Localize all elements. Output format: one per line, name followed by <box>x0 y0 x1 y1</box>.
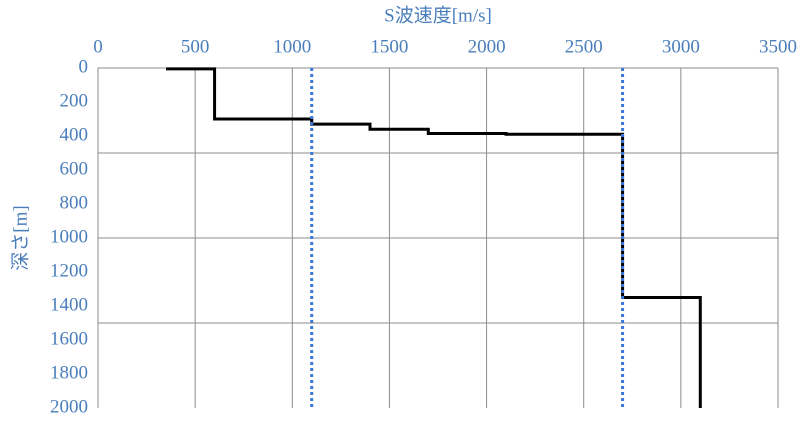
y-tick-label: 1600 <box>50 328 88 349</box>
y-tick-label: 1400 <box>50 294 88 315</box>
x-tick-label: 500 <box>181 36 210 57</box>
y-tick-label: 2000 <box>50 396 88 417</box>
x-axis-title: S波速度[m/s] <box>384 4 492 26</box>
x-tick-label: 3000 <box>662 36 700 57</box>
y-tick-label: 0 <box>79 56 89 77</box>
y-tick-label: 600 <box>60 158 89 179</box>
x-tick-label: 2500 <box>565 36 603 57</box>
y-axis-title: 深さ[m] <box>9 205 31 270</box>
x-tick-label: 0 <box>93 36 103 57</box>
y-tick-label: 1000 <box>50 226 88 247</box>
y-tick-label: 400 <box>60 124 89 145</box>
x-tick-label: 1000 <box>273 36 311 57</box>
y-tick-label: 200 <box>60 90 89 111</box>
x-tick-label: 2000 <box>468 36 506 57</box>
x-tick-label: 1500 <box>370 36 408 57</box>
y-tick-label: 1200 <box>50 260 88 281</box>
y-tick-label: 1800 <box>50 362 88 383</box>
y-tick-label: 800 <box>60 192 89 213</box>
x-tick-label: 3500 <box>759 36 797 57</box>
